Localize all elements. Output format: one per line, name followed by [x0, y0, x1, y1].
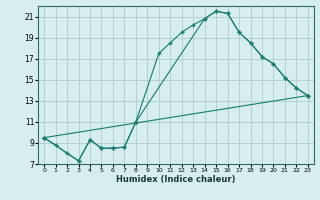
X-axis label: Humidex (Indice chaleur): Humidex (Indice chaleur) — [116, 175, 236, 184]
